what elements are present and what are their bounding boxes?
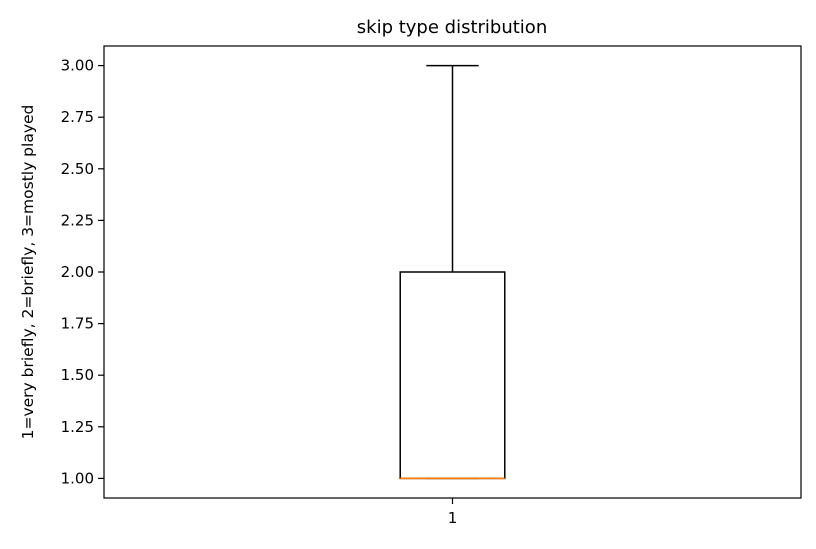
chart-title: skip type distribution bbox=[357, 17, 547, 38]
box-series bbox=[399, 64, 506, 480]
y-axis-label: 1=very briefly, 2=briefly, 3=mostly play… bbox=[19, 105, 37, 440]
y-tick-label: 1.00 bbox=[61, 469, 94, 487]
y-tick-label: 2.00 bbox=[61, 263, 94, 281]
box-iqr bbox=[399, 271, 506, 480]
y-tick-label: 3.00 bbox=[61, 57, 94, 75]
y-tick-label: 1.25 bbox=[61, 418, 94, 436]
y-tick-label: 2.25 bbox=[61, 211, 94, 229]
x-axis-ticks: 1 bbox=[448, 498, 458, 527]
y-axis-ticks: 1.00 1.25 1.50 1.75 2.00 2.25 2.50 2.75 3.00 bbox=[61, 57, 104, 487]
x-tick-label: 1 bbox=[448, 509, 458, 527]
y-tick-label: 1.50 bbox=[61, 366, 94, 384]
y-tick-label: 1.75 bbox=[61, 315, 94, 333]
y-tick-label: 2.50 bbox=[61, 160, 94, 178]
y-tick-label: 2.75 bbox=[61, 108, 94, 126]
